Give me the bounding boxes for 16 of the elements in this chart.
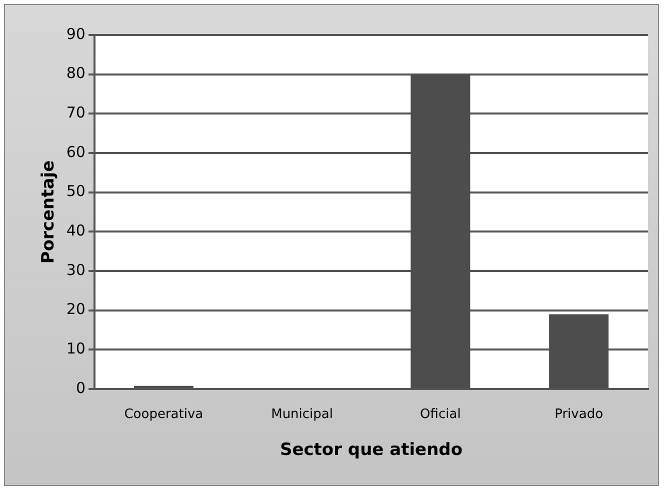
x-tick-label: Oficial [420,407,461,422]
y-tick-label: 0 [76,378,86,397]
x-tick-label: Cooperativa [124,407,204,422]
y-tick-label: 50 [66,182,86,200]
y-axis-title: Porcentaje [38,160,59,264]
y-tick-label: 60 [66,142,86,161]
x-axis-title: Sector que atiendo [280,440,463,460]
y-tick-label: 30 [66,260,86,279]
y-tick-label: 80 [66,64,86,82]
y-tick-label: 40 [66,222,86,240]
y-tick-label: 20 [66,300,86,318]
y-tick-label: 90 [66,24,86,43]
y-tick-label: 70 [66,104,86,122]
x-tick-label: Privado [554,407,604,422]
x-tick-label: Municipal [271,407,334,422]
y-tick-label: 10 [66,340,86,358]
